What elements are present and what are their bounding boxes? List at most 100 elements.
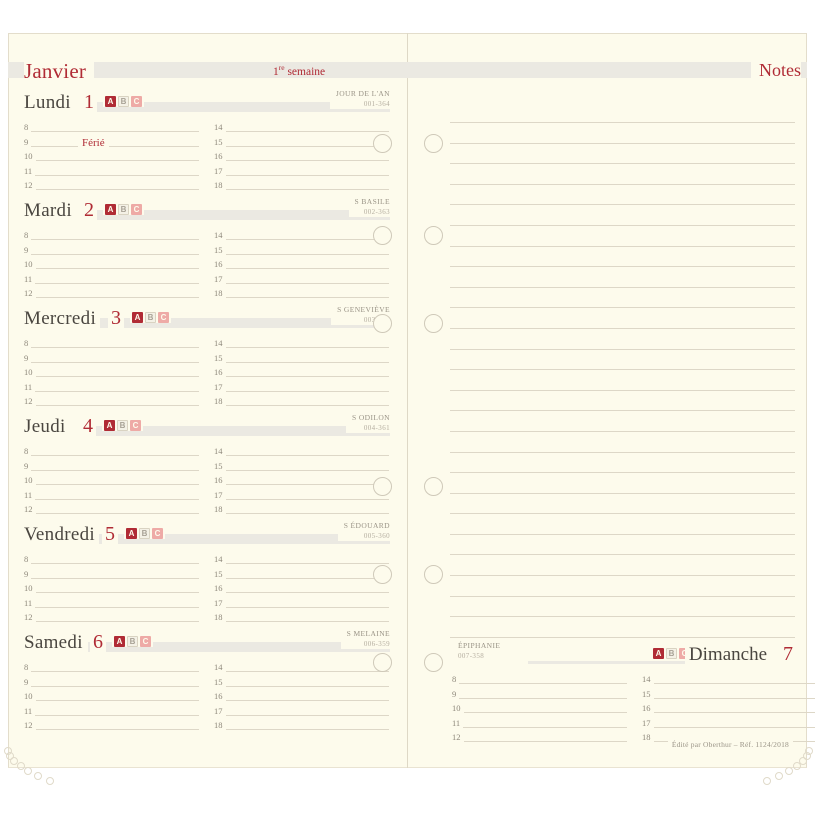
hour-row[interactable]: 12 — [452, 730, 627, 745]
hour-row[interactable]: 16 — [214, 149, 389, 164]
hour-row[interactable]: 12 — [24, 178, 199, 193]
badge-b-icon[interactable]: B — [118, 204, 129, 215]
hour-row[interactable]: 16 — [214, 257, 389, 272]
hour-row[interactable]: 18 — [214, 178, 389, 193]
hour-row[interactable]: 10 — [24, 149, 199, 164]
note-line[interactable] — [450, 575, 795, 596]
hour-row[interactable]: 9 — [24, 459, 199, 474]
hour-row[interactable]: 11 — [452, 716, 627, 731]
hour-row[interactable]: 16 — [642, 701, 815, 716]
note-line[interactable] — [450, 122, 795, 143]
day-block-dimanche[interactable]: ÉPIPHANIE 007-358 ABC Dimanche 7 8 9 10 11 1… — [408, 640, 815, 750]
badge-c-icon[interactable]: C — [140, 636, 151, 647]
hour-row[interactable]: 15 — [214, 351, 389, 366]
hour-row[interactable]: 16 — [214, 581, 389, 596]
hour-row[interactable]: 17 — [214, 488, 389, 503]
day-block-lundi[interactable]: Lundi 1 A B C JOUR DE L'AN 001-364 8 9 10 11 12 14 15… — [8, 88, 407, 196]
hour-row[interactable]: 8 — [24, 444, 199, 459]
hour-row[interactable]: 18 — [214, 286, 389, 301]
hour-row[interactable]: 14 — [214, 660, 389, 675]
hour-row[interactable]: 15 — [214, 459, 389, 474]
note-line[interactable] — [450, 327, 795, 349]
hour-row[interactable]: 17 — [214, 704, 389, 719]
hour-row[interactable]: 9 — [452, 687, 627, 702]
day-block-samedi[interactable]: Samedi 6 A B C S MELAINE 006-359 8 9 10 11 12 14 15 16… — [8, 628, 407, 736]
hour-row[interactable]: 8 — [452, 672, 627, 687]
badge-b-icon[interactable]: B — [666, 648, 677, 659]
note-line[interactable] — [450, 616, 795, 637]
note-line[interactable] — [450, 554, 795, 575]
badge-b-icon[interactable]: B — [145, 312, 156, 323]
hour-row[interactable]: 8 — [24, 228, 199, 243]
hour-row[interactable]: 12 — [24, 286, 199, 301]
hour-row[interactable]: 16 — [214, 689, 389, 704]
note-line[interactable] — [450, 307, 795, 328]
abc-badges[interactable]: ABC — [651, 648, 692, 659]
note-line[interactable] — [450, 266, 795, 287]
hour-row[interactable]: 11 — [24, 596, 199, 611]
badge-a-icon[interactable]: A — [104, 420, 115, 431]
badge-b-icon[interactable]: B — [117, 420, 128, 431]
hour-row[interactable]: 14 — [214, 552, 389, 567]
day-block-vendredi[interactable]: Vendredi 5 A B C S ÉDOUARD 005-360 8 9 10 11 12 14 15… — [8, 520, 407, 628]
hour-row[interactable]: 12 — [24, 610, 199, 625]
badge-c-icon[interactable]: C — [152, 528, 163, 539]
hour-row[interactable]: 9 — [24, 243, 199, 258]
hour-row[interactable]: 11 — [24, 164, 199, 179]
badge-c-icon[interactable]: C — [131, 96, 142, 107]
badge-c-icon[interactable]: C — [158, 312, 169, 323]
note-line[interactable] — [450, 389, 795, 411]
hour-row[interactable]: 15 — [214, 567, 389, 582]
hour-row[interactable]: 17 — [214, 380, 389, 395]
note-line[interactable] — [450, 533, 795, 555]
hour-row[interactable]: 9 — [24, 351, 199, 366]
badge-b-icon[interactable]: B — [127, 636, 138, 647]
hour-row[interactable]: 9 — [24, 567, 199, 582]
badge-b-icon[interactable]: B — [118, 96, 129, 107]
hour-row[interactable]: 17 — [214, 164, 389, 179]
hour-row[interactable]: 10 — [24, 689, 199, 704]
badge-c-icon[interactable]: C — [131, 204, 142, 215]
hour-row[interactable]: 8 — [24, 336, 199, 351]
hour-row[interactable]: 10 — [24, 365, 199, 380]
note-line[interactable] — [450, 472, 795, 493]
day-block-mardi[interactable]: Mardi 2 A B C S BASILE 002-363 8 9 10 11 12 14 15 16 17… — [8, 196, 407, 304]
note-line[interactable] — [450, 595, 795, 617]
hour-row[interactable]: 9 — [24, 675, 199, 690]
badge-a-icon[interactable]: A — [105, 204, 116, 215]
badge-c-icon[interactable]: C — [679, 648, 690, 659]
note-line[interactable] — [450, 430, 795, 452]
hour-row[interactable]: 11 — [24, 272, 199, 287]
day-block-jeudi[interactable]: Jeudi 4 A B C S ODILON 004-361 8 9 10 11 12 14 15 16 17… — [8, 412, 407, 520]
note-line[interactable] — [450, 163, 795, 184]
hour-row[interactable]: 17 — [214, 596, 389, 611]
note-line[interactable] — [450, 204, 795, 225]
hour-row[interactable]: 15 — [642, 687, 815, 702]
hour-row[interactable]: 8 — [24, 120, 199, 135]
badge-a-icon[interactable]: A — [105, 96, 116, 107]
hour-row[interactable]: 14 — [214, 120, 389, 135]
badge-a-icon[interactable]: A — [653, 648, 664, 659]
hour-row[interactable]: 18 — [214, 394, 389, 409]
hour-row[interactable]: 11 — [24, 704, 199, 719]
hour-row[interactable]: 15 — [214, 243, 389, 258]
hour-row[interactable]: 10 — [452, 701, 627, 716]
note-line[interactable] — [450, 286, 795, 308]
notes-area[interactable] — [450, 122, 795, 657]
hour-row[interactable]: 8 — [24, 552, 199, 567]
badge-a-icon[interactable]: A — [126, 528, 137, 539]
hour-row[interactable]: 14 — [214, 228, 389, 243]
hour-row[interactable]: 14 — [214, 444, 389, 459]
note-line[interactable] — [450, 245, 795, 267]
badge-a-icon[interactable]: A — [114, 636, 125, 647]
hour-row[interactable]: 10 — [24, 257, 199, 272]
hour-row[interactable]: 12 — [24, 502, 199, 517]
note-line[interactable] — [450, 142, 795, 164]
note-line[interactable] — [450, 369, 795, 390]
